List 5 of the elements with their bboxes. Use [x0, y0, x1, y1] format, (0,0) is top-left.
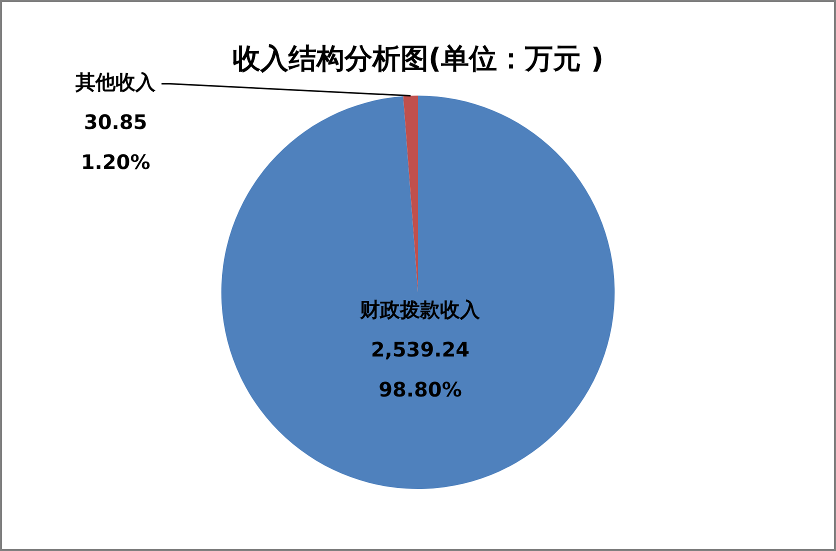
data-label: 30.85 1.20%: [80, 110, 150, 174]
chart-title: 收入结构分析图(单位：万元 ): [232, 42, 604, 76]
slice-label: 其他收入: [74, 70, 157, 94]
data-label: 2,539.24 98.80%: [370, 337, 470, 402]
slice-label: 财政拨款收入: [359, 297, 482, 322]
